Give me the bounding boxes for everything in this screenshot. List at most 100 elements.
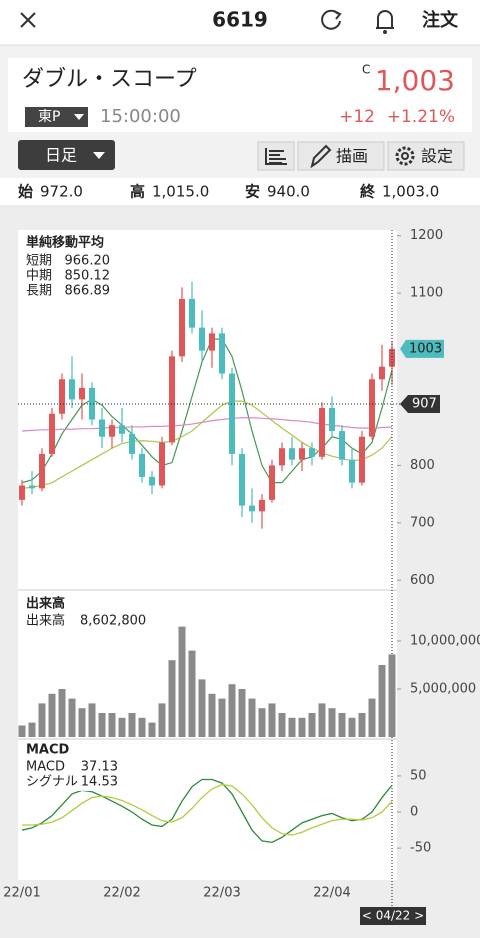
volume-bar — [258, 708, 266, 737]
candle-body — [309, 448, 315, 457]
volume-bar — [148, 722, 156, 737]
volume-bar — [198, 679, 206, 737]
ohlc-row — [0, 178, 480, 205]
volume-bar — [178, 626, 186, 737]
candle-body — [59, 379, 65, 414]
candle-body — [369, 379, 375, 437]
close-button[interactable] — [20, 12, 36, 28]
dropdown-arrow — [74, 114, 84, 120]
volume-bar — [58, 689, 66, 737]
ohlc-value: 1,003.0 — [382, 183, 439, 201]
candle-body — [159, 442, 165, 486]
candle-body — [299, 448, 305, 460]
ohlc-label: 安 — [245, 183, 260, 201]
ohlc-value: 1,015.0 — [152, 183, 209, 201]
volume-bar — [368, 698, 376, 737]
volume-bar — [68, 698, 76, 737]
close-flag: C — [362, 63, 370, 77]
ohlc-value: 972.0 — [40, 183, 83, 201]
volume-bar — [238, 689, 246, 737]
candle-body — [349, 459, 355, 483]
legend-value: 866.89 — [65, 284, 111, 299]
period: 日足 — [45, 146, 77, 165]
last-price: 1003 — [409, 341, 442, 356]
price: 1,003 — [375, 64, 455, 97]
gear-icon — [401, 152, 409, 160]
legend-name: 長期 — [26, 284, 52, 299]
period-button[interactable] — [18, 140, 115, 170]
dropdown-arrow — [93, 152, 105, 159]
pencil-icon — [310, 144, 332, 169]
volume-bar — [318, 703, 326, 737]
legend-box — [22, 594, 148, 632]
volume-bar — [78, 708, 86, 737]
legend-title: 単純移動平均 — [26, 235, 104, 251]
candle-body — [19, 485, 25, 500]
legend-name: MACD — [26, 760, 65, 775]
y-tick-label: 800 — [410, 458, 435, 473]
last-price-tag — [400, 339, 444, 358]
y-tick-label: 0 — [410, 805, 418, 820]
candle-body — [259, 499, 265, 512]
y-tick-label: 600 — [410, 573, 435, 588]
candle-body — [139, 453, 145, 477]
y-tick-label: 700 — [410, 515, 435, 530]
ohlc-value: 940.0 — [267, 183, 310, 201]
gear-icon — [395, 146, 415, 166]
volume-bar — [268, 703, 276, 737]
volume-bar — [278, 713, 286, 737]
volume-bar — [188, 650, 196, 737]
x-tick-label: 22/03 — [203, 886, 240, 901]
volume-bar — [18, 725, 26, 737]
refresh-button[interactable] — [321, 9, 342, 30]
legend-box — [22, 741, 122, 791]
draw-label: 描画 — [336, 147, 368, 166]
volume-bar — [308, 713, 316, 737]
change-pct: +1.21% — [387, 107, 455, 127]
volume-bar — [348, 717, 356, 737]
order-button[interactable]: 注文 — [422, 9, 459, 31]
candle-body — [329, 408, 335, 431]
volume-bar — [128, 713, 136, 737]
candle-body — [219, 333, 225, 374]
ohlc-label: 高 — [130, 183, 145, 201]
candle-body — [89, 387, 95, 420]
candle-body — [169, 356, 175, 443]
moving-average — [21, 338, 393, 484]
candle-body — [79, 387, 85, 400]
candle-body — [189, 298, 195, 328]
candle-body — [99, 419, 105, 437]
header-title: 6619 — [212, 8, 268, 32]
volume-bar — [328, 708, 336, 737]
candle-body — [359, 436, 365, 483]
market: 東P — [38, 109, 60, 125]
volume-bar — [108, 713, 116, 737]
candle-body — [379, 366, 385, 380]
candle-body — [179, 298, 185, 357]
candle-body — [249, 505, 255, 512]
time: 15:00:00 — [100, 106, 181, 127]
crosshair-price: 907 — [412, 396, 437, 411]
market-select[interactable] — [25, 107, 88, 127]
x-tick-label: 22/04 — [313, 886, 350, 901]
price-tag — [400, 394, 440, 413]
legend-value: 850.12 — [65, 269, 111, 284]
volume-bar — [338, 713, 346, 737]
bell-button[interactable] — [376, 10, 394, 34]
volume-bar — [378, 665, 386, 737]
date-tag — [360, 907, 426, 925]
change: +12 — [339, 107, 375, 127]
volume-bar — [298, 717, 306, 737]
candle-body — [69, 379, 75, 400]
candle-body — [119, 425, 125, 434]
y-tick-label: -50 — [410, 841, 431, 856]
indicator-button[interactable] — [257, 141, 295, 171]
candle-body — [319, 408, 325, 457]
legend-title: MACD — [26, 743, 70, 758]
y-tick-label: 5,000,000 — [410, 682, 476, 697]
top-bar — [0, 0, 480, 45]
x-tick-label: 22/02 — [103, 886, 140, 901]
candle-body — [339, 430, 345, 460]
settings-button[interactable] — [387, 141, 465, 171]
